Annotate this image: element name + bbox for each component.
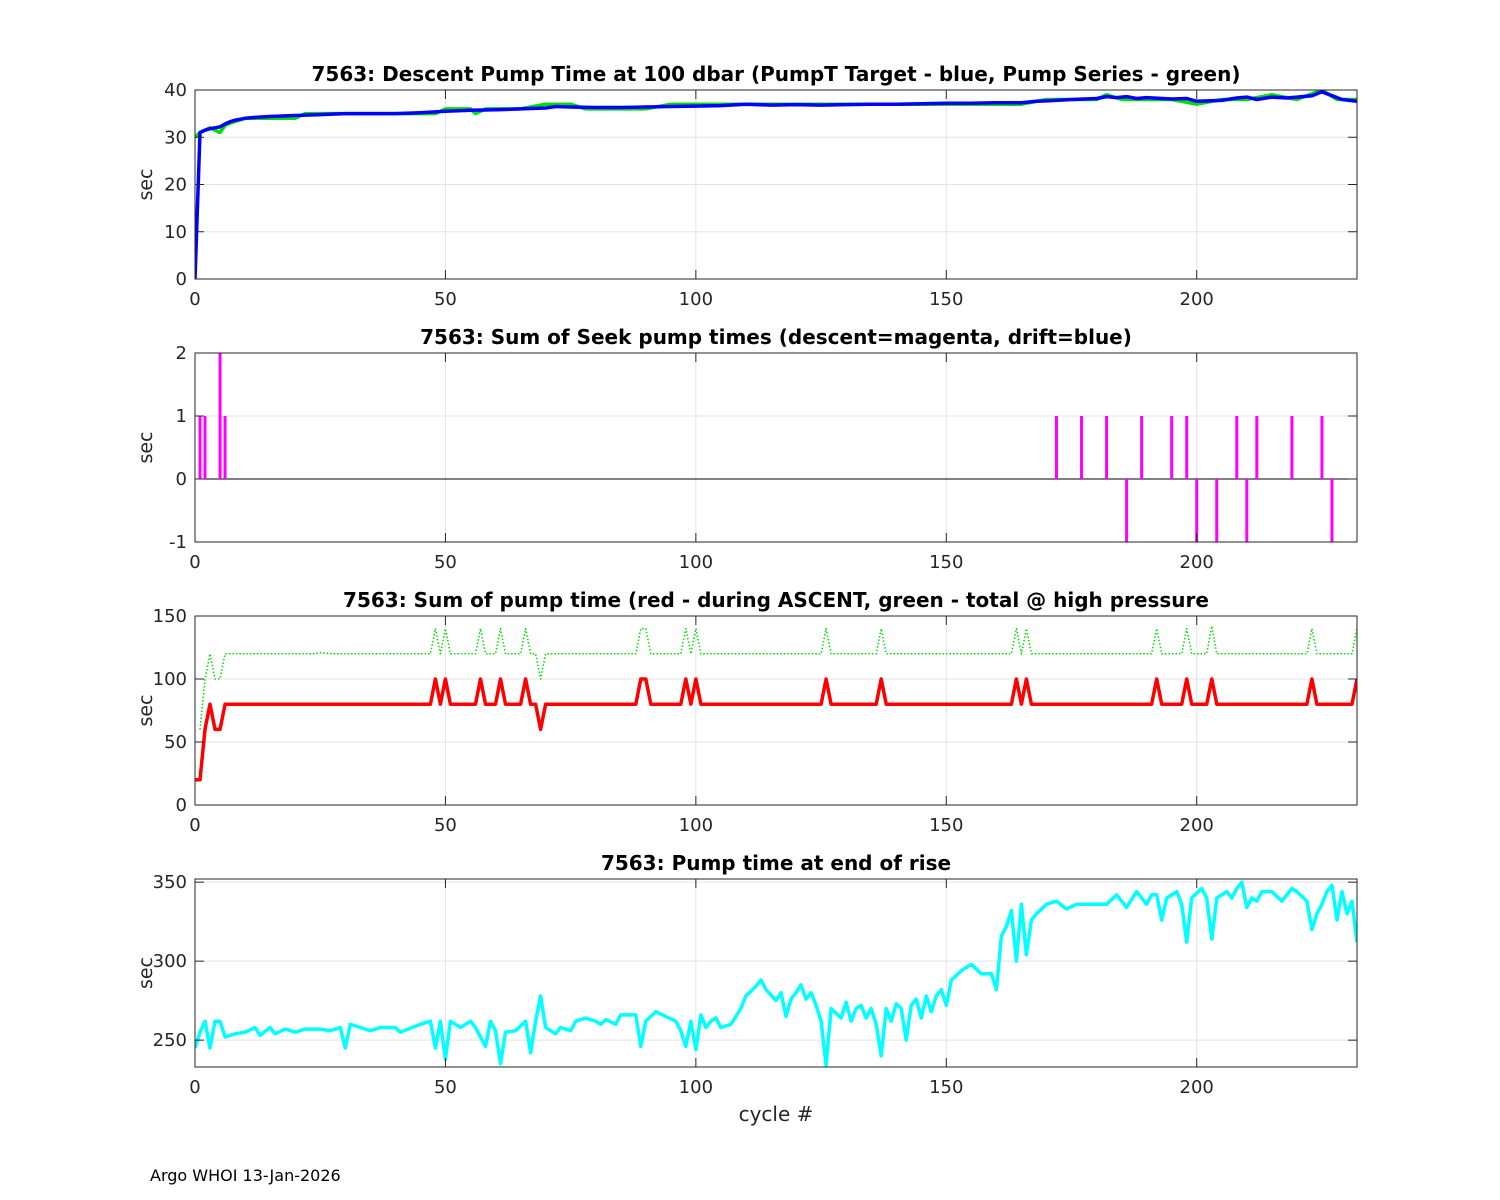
x-tick-label: 150 — [929, 815, 963, 836]
x-tick-label: 200 — [1180, 1077, 1214, 1098]
x-tick-label: 100 — [679, 1077, 713, 1098]
chart-panel-3: 0 50 100 150 200 0 50 100 150 7563: Sum of pump t… — [135, 588, 1358, 836]
chart-title: 7563: Descent Pump Time at 100 dbar (Pum… — [312, 62, 1241, 86]
axes-frame — [194, 615, 1358, 806]
x-tick-label: 200 — [1180, 815, 1214, 836]
data-layer — [195, 880, 1357, 1067]
chart-panel-1: 0 50 100 150 200 0 10 20 30 40 7563: Descent Pump … — [135, 62, 1358, 310]
x-tick-label: 0 — [189, 289, 200, 310]
x-tick-label: 150 — [929, 552, 963, 573]
axes-frame — [194, 352, 1358, 543]
y-tick-label: 10 — [164, 222, 187, 243]
series-line-1 — [199, 625, 1357, 730]
y-tick-label: 50 — [164, 732, 187, 753]
x-tick-label: 50 — [434, 1077, 457, 1098]
y-axis-label: sec — [135, 694, 157, 726]
chart-title: 7563: Sum of pump time (red - during ASC… — [343, 588, 1209, 612]
y-tick-label: 2 — [176, 343, 187, 364]
y-axis-label: sec — [135, 431, 157, 463]
plot-area — [195, 353, 1357, 542]
x-tick-label: 100 — [679, 815, 713, 836]
y-tick-label: 0 — [176, 795, 187, 816]
x-tick-label: 0 — [189, 552, 200, 573]
y-tick-label: 0 — [176, 269, 187, 290]
x-tick-label: 50 — [434, 815, 457, 836]
y-tick-label: 300 — [153, 951, 187, 972]
data-layer — [195, 90, 1357, 279]
y-tick-label: 100 — [153, 669, 187, 690]
x-tick-label: 150 — [929, 289, 963, 310]
series-line-2 — [195, 90, 1357, 279]
x-tick-label: 0 — [189, 815, 200, 836]
chart-title: 7563: Pump time at end of rise — [601, 851, 951, 875]
y-tick-label: 150 — [153, 606, 187, 627]
series-line-1 — [195, 880, 1357, 1067]
y-tick-label: 1 — [176, 406, 187, 427]
plot-area — [195, 616, 1357, 805]
y-axis-label: sec — [135, 168, 157, 200]
x-tick-label: 100 — [679, 289, 713, 310]
y-tick-label: 350 — [153, 872, 187, 893]
chart-title: 7563: Sum of Seek pump times (descent=ma… — [420, 325, 1132, 349]
y-tick-label: 30 — [164, 127, 187, 148]
y-tick-label: 20 — [164, 175, 187, 196]
data-layer — [195, 625, 1357, 782]
y-tick-label: 40 — [164, 80, 187, 101]
x-tick-label: 50 — [434, 289, 457, 310]
x-axis-label: cycle # — [739, 1102, 814, 1126]
x-tick-label: 50 — [434, 552, 457, 573]
y-tick-label: 250 — [153, 1030, 187, 1051]
series-line-2 — [195, 677, 1357, 782]
footer-text: Argo WHOI 13-Jan-2026 — [150, 1166, 341, 1185]
x-tick-label: 200 — [1180, 289, 1214, 310]
axes-frame — [194, 878, 1358, 1068]
x-tick-label: 200 — [1180, 552, 1214, 573]
x-tick-label: 0 — [189, 1077, 200, 1098]
x-tick-label: 100 — [679, 552, 713, 573]
data-layer — [198, 353, 1334, 542]
y-axis-label: sec — [135, 957, 157, 989]
y-tick-label: -1 — [169, 532, 187, 553]
x-tick-label: 150 — [929, 1077, 963, 1098]
chart-panel-4: 0 50 100 150 200 250 300 350 7563: Pump time at … — [135, 851, 1358, 1126]
y-tick-label: 0 — [176, 469, 187, 490]
